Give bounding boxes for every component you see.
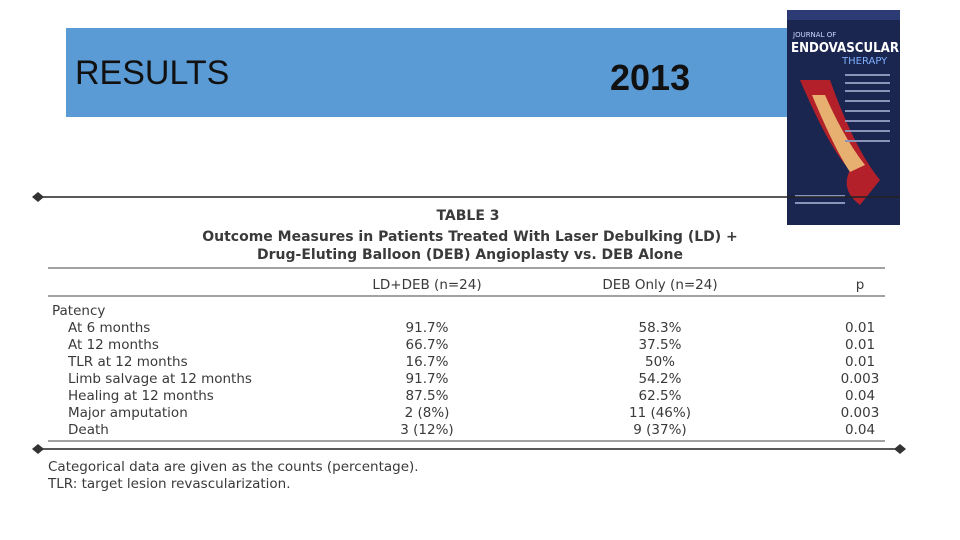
cell: 0.003 xyxy=(841,405,880,421)
table: TABLE 3 Outcome Measures in Patients Tre… xyxy=(47,208,885,492)
column-header: p xyxy=(856,277,865,293)
slide-title: RESULTS xyxy=(75,54,229,92)
row-label: Major amputation xyxy=(68,405,188,421)
cell: 50% xyxy=(645,354,675,370)
cell: 3 (12%) xyxy=(400,422,453,438)
row-label: TLR at 12 months xyxy=(67,354,188,370)
header-bar xyxy=(66,28,788,117)
table-label: TABLE 3 xyxy=(436,208,499,224)
cell: 0.003 xyxy=(841,371,880,387)
column-header: DEB Only (n=24) xyxy=(602,277,717,293)
footnote: Categorical data are given as the counts… xyxy=(48,459,419,475)
year: 2013 xyxy=(610,57,690,98)
row-label: Healing at 12 months xyxy=(68,388,214,404)
row-label: At 6 months xyxy=(68,320,150,336)
cell: 37.5% xyxy=(639,337,682,353)
diamond xyxy=(894,444,906,454)
cover-text: ENDOVASCULAR xyxy=(791,41,899,56)
cover-text: JOURNAL OF xyxy=(792,31,836,39)
row-label: Limb salvage at 12 months xyxy=(68,371,252,387)
cell: 66.7% xyxy=(406,337,449,353)
cell: 0.04 xyxy=(845,422,875,438)
cell: 91.7% xyxy=(406,320,449,336)
cell: 87.5% xyxy=(406,388,449,404)
cell: 2 (8%) xyxy=(405,405,450,421)
cell: 11 (46%) xyxy=(629,405,691,421)
cell: 0.01 xyxy=(845,337,875,353)
diamond xyxy=(32,444,44,454)
cell: 91.7% xyxy=(406,371,449,387)
cell: 0.01 xyxy=(845,354,875,370)
table-caption: Drug-Eluting Balloon (DEB) Angioplasty v… xyxy=(257,247,683,263)
journal-cover: JOURNAL OF ENDOVASCULAR THERAPY xyxy=(787,10,900,225)
diamond xyxy=(32,192,44,202)
cell: 58.3% xyxy=(639,320,682,336)
cell: 62.5% xyxy=(639,388,682,404)
cell: 9 (37%) xyxy=(633,422,686,438)
cover-text: THERAPY xyxy=(841,56,888,67)
row-label: At 12 months xyxy=(68,337,159,353)
cell: 16.7% xyxy=(406,354,449,370)
cell: 0.04 xyxy=(845,388,875,404)
footnote: TLR: target lesion revascularization. xyxy=(47,476,291,492)
cell: 54.2% xyxy=(639,371,682,387)
row-label: Patency xyxy=(52,303,105,319)
table-caption: Outcome Measures in Patients Treated Wit… xyxy=(202,229,738,245)
row-label: Death xyxy=(68,422,109,438)
column-header: LD+DEB (n=24) xyxy=(372,277,481,293)
cell: 0.01 xyxy=(845,320,875,336)
